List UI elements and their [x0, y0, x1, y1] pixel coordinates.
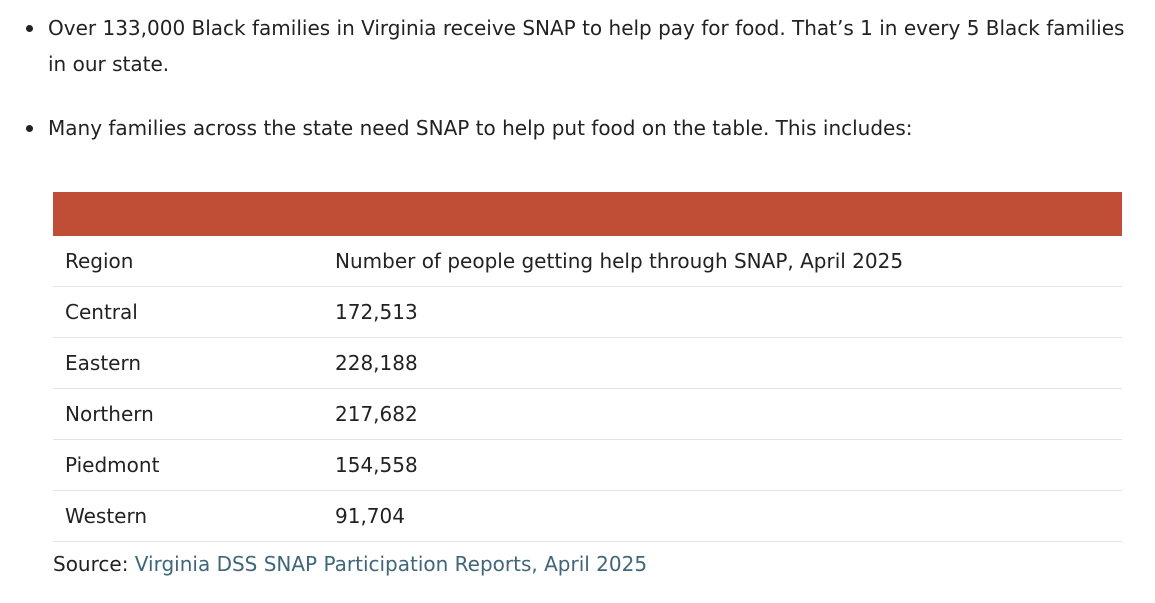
bullet-text: Many families across the state need SNAP… [48, 116, 913, 140]
count-cell: 154,558 [323, 439, 1122, 491]
table-row: Northern 217,682 [53, 388, 1122, 440]
bullet-item: Over 133,000 Black families in Virginia … [0, 10, 1155, 82]
count-cell: 228,188 [323, 337, 1122, 389]
region-cell: Northern [53, 388, 323, 440]
source-link[interactable]: Virginia DSS SNAP Participation Reports,… [134, 552, 648, 576]
count-cell: 217,682 [323, 388, 1122, 440]
table-row: Western 91,704 [53, 490, 1122, 542]
region-cell: Eastern [53, 337, 323, 389]
bullet-dot-icon [26, 25, 33, 32]
table-row: Eastern 228,188 [53, 337, 1122, 389]
region-cell: Piedmont [53, 439, 323, 491]
table-column-header-row: Region Number of people getting help thr… [53, 236, 1122, 287]
snap-region-table: Region Number of people getting help thr… [53, 192, 1122, 542]
source-label: Source: [53, 552, 129, 576]
table-header-band [53, 192, 1122, 236]
count-cell: 91,704 [323, 490, 1122, 542]
region-cell: Central [53, 286, 323, 338]
bullet-text: Over 133,000 Black families in Virginia … [48, 16, 1125, 76]
bullet-dot-icon [26, 125, 33, 132]
column-header-count: Number of people getting help through SN… [323, 236, 1122, 287]
table-row: Piedmont 154,558 [53, 439, 1122, 491]
region-cell: Western [53, 490, 323, 542]
source-line: Source: Virginia DSS SNAP Participation … [53, 549, 647, 579]
table-row: Central 172,513 [53, 286, 1122, 338]
bullet-item: Many families across the state need SNAP… [0, 110, 1155, 146]
column-header-region: Region [53, 236, 323, 287]
bullet-list: Over 133,000 Black families in Virginia … [0, 10, 1155, 146]
count-cell: 172,513 [323, 286, 1122, 338]
table-header-bar [53, 192, 1122, 236]
